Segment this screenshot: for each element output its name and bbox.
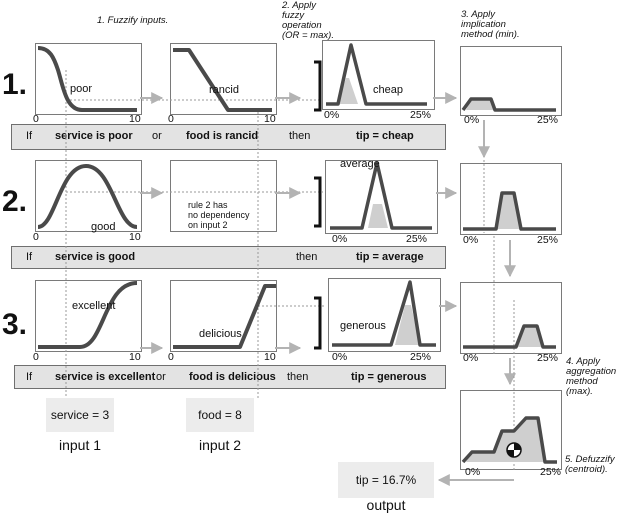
- excellent-membership-curve: [38, 281, 138, 349]
- food-input-box: food = 8: [186, 398, 254, 432]
- excellent-label: excellent: [72, 300, 116, 312]
- step-4-label: 4. Apply aggregation method (max).: [566, 356, 617, 397]
- r1-out-min: 0%: [324, 109, 340, 121]
- r1-in1-min: 0: [33, 113, 39, 125]
- rule-3-implication-panel: [460, 282, 562, 354]
- delicious-label: delicious: [199, 328, 242, 340]
- r2-impl-min: 0%: [463, 234, 479, 246]
- generous-membership-curve: [332, 280, 436, 347]
- rule-2-implication-curve: [463, 191, 556, 231]
- agg-min: 0%: [465, 466, 481, 478]
- cheap-label: cheap: [373, 84, 403, 96]
- r2-out-max: 25%: [406, 233, 428, 245]
- poor-label: poor: [70, 83, 93, 95]
- aggregated-curve: [461, 416, 557, 464]
- rule-1-bar: If service is poor or food is rancid the…: [11, 124, 446, 150]
- r3-out-max: 25%: [410, 351, 432, 363]
- rancid-label: rancid: [209, 84, 239, 96]
- rule-3-bar: If service is excellent or food is delic…: [14, 365, 446, 389]
- step-3-label: 3. Apply implication method (min).: [461, 9, 520, 40]
- r3-in1-min: 0: [33, 351, 39, 363]
- r3-in1-max: 10: [129, 351, 141, 363]
- rule-1-or-bracket: [314, 60, 322, 112]
- rule-1-number: 1.: [2, 68, 28, 101]
- average-membership-curve: [330, 161, 432, 230]
- r3-impl-max: 25%: [537, 352, 559, 364]
- centroid-icon: [506, 442, 522, 458]
- step-2-label: 2. Apply fuzzy operation (OR = max).: [282, 0, 334, 41]
- rule-2-bar: If service is good then tip = average: [11, 246, 446, 269]
- rule-2-input-2-panel: [170, 160, 277, 232]
- cheap-clipped-fill: [338, 78, 358, 104]
- r3-in2-max: 10: [264, 351, 276, 363]
- r3-impl-min: 0%: [463, 352, 479, 364]
- rule-1-implication-fill: [466, 99, 495, 110]
- poor-membership-curve: [37, 46, 137, 112]
- r2-in1-max: 10: [129, 231, 141, 243]
- r1-out-max: 25%: [410, 109, 432, 121]
- r1-impl-max: 25%: [537, 114, 559, 126]
- rule-3-implication-curve: [463, 324, 556, 349]
- generous-clipped-fill: [395, 305, 420, 345]
- input-1-caption: input 1: [58, 437, 102, 453]
- r1-impl-min: 0%: [464, 114, 480, 126]
- r3-out-min: 0%: [332, 351, 348, 363]
- delicious-membership-curve: [173, 284, 276, 349]
- rule-2-bracket: [314, 176, 322, 228]
- r3-in2-min: 0: [168, 351, 174, 363]
- r2-in1-min: 0: [33, 231, 39, 243]
- rule-1-implication-curve: [461, 97, 556, 112]
- agg-max: 25%: [540, 466, 562, 478]
- service-input-box: service = 3: [46, 398, 114, 432]
- rule-3-input-1-panel: [35, 280, 142, 352]
- rule-2-number: 2.: [2, 185, 28, 218]
- good-label: good: [91, 221, 116, 233]
- rule-3-number: 3.: [2, 308, 28, 341]
- r2-out-min: 0%: [332, 233, 348, 245]
- r1-in1-max: 10: [129, 113, 141, 125]
- r2-impl-max: 25%: [537, 234, 559, 246]
- step-5-label: 5. Defuzzify (centroid).: [565, 454, 615, 475]
- rule-3-or-bracket: [314, 296, 322, 350]
- average-label: average: [340, 158, 380, 170]
- aggregated-fill: [466, 418, 545, 462]
- rancid-membership-curve: [173, 48, 272, 112]
- rule-3-input-2-panel: [170, 280, 277, 352]
- output-value-box: tip = 16.7%: [338, 462, 434, 498]
- rule-2-input-2-note: rule 2 has no dependency on input 2: [188, 200, 250, 230]
- good-membership-curve: [37, 164, 138, 229]
- average-clipped-fill: [368, 204, 388, 228]
- cheap-membership-curve: [326, 43, 427, 106]
- r1-in2-max: 10: [264, 113, 276, 125]
- input-2-caption: input 2: [198, 437, 242, 453]
- r1-in2-min: 0: [168, 113, 174, 125]
- output-caption: output: [366, 497, 406, 513]
- rule-3-output-panel: [328, 278, 441, 352]
- step-1-label: 1. Fuzzify inputs.: [97, 15, 169, 26]
- generous-label: generous: [340, 320, 386, 332]
